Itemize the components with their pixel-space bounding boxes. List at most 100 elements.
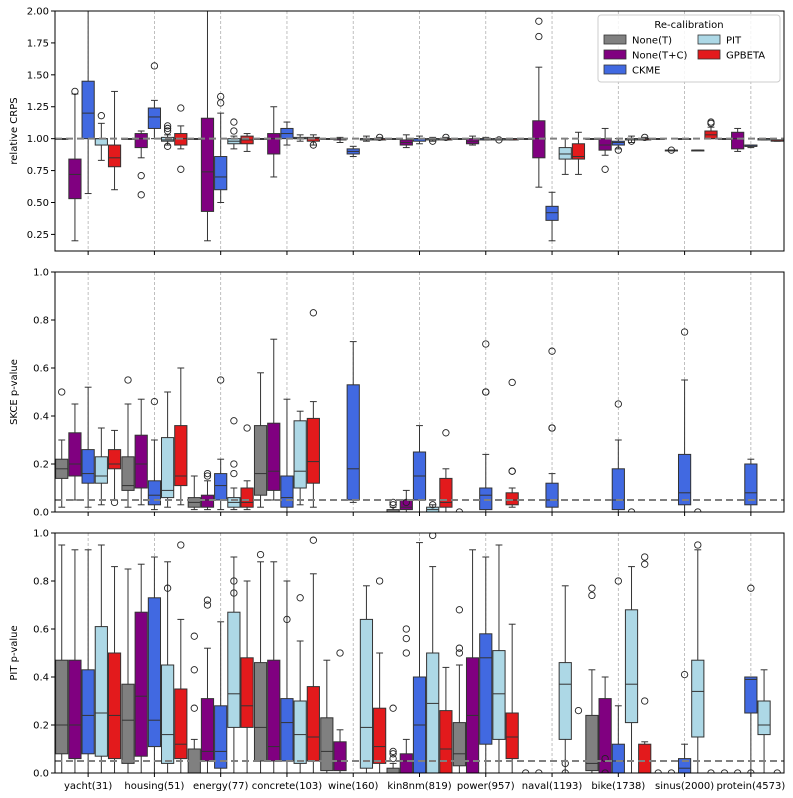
- y-tick-label: 1.75: [27, 38, 49, 49]
- box-housing51-GPBETA: [174, 541, 188, 773]
- outlier-point: [389, 704, 397, 712]
- y-tick-label: 0.0: [33, 508, 49, 519]
- legend-item-ckme: CKME: [603, 64, 661, 77]
- box-naval1193-GPBETA: [571, 131, 586, 175]
- outlier-point: [482, 388, 490, 396]
- outlier-point: [389, 747, 397, 756]
- outlier-point: [163, 142, 172, 150]
- box-body: [200, 698, 215, 762]
- y-axis-label: relative CRPS: [9, 97, 20, 164]
- box-concrete103-NoneT: [253, 372, 268, 508]
- box-body: [161, 437, 175, 499]
- box-power957-PIT: [492, 544, 506, 773]
- box-concrete103-GPBETA: [306, 536, 320, 773]
- box-body: [107, 652, 122, 760]
- box-body: [200, 117, 215, 212]
- y-tick-label: 0.50: [27, 198, 49, 209]
- box-housing51-GPBETA: [174, 367, 188, 506]
- plot-area: [55, 11, 784, 242]
- box-protein4573-CKME: [744, 584, 758, 773]
- x-tick-label: yacht(31): [64, 781, 112, 792]
- box-yacht31-CKME: [81, 11, 95, 195]
- box-body: [757, 700, 771, 736]
- legend-label: None(T+C): [632, 51, 687, 62]
- outlier-point: [190, 632, 198, 640]
- outlier-point: [217, 92, 225, 101]
- y-tick-label: 0.6: [33, 364, 49, 375]
- outlier-point: [150, 62, 159, 70]
- box-wine160-CKME: [346, 341, 360, 503]
- box-concrete103-PIT: [293, 410, 307, 506]
- box-body: [240, 657, 254, 728]
- box-power957-NoneTC: [465, 549, 480, 773]
- box-energy77-GPBETA: [240, 424, 254, 511]
- box-body: [399, 753, 413, 773]
- box-yacht31-CKME: [81, 549, 95, 773]
- outlier-point: [429, 501, 437, 509]
- outlier-point: [230, 589, 238, 597]
- box-concrete103-CKME: [280, 121, 294, 146]
- box-body: [426, 652, 440, 773]
- box-concrete103-NoneTC: [267, 106, 281, 178]
- legend-label: None(T): [632, 36, 672, 47]
- box-body: [386, 509, 400, 512]
- box-housing51-PIT: [161, 391, 175, 508]
- outlier-point: [177, 104, 185, 112]
- box-bike1738-GPBETA: [638, 553, 652, 773]
- y-tick-label: 2.00: [27, 7, 49, 18]
- box-yacht31-NoneTC: [68, 403, 82, 501]
- box-body: [386, 767, 400, 773]
- box-body: [346, 384, 360, 501]
- box-housing51-NoneTC: [134, 398, 148, 506]
- outlier-point: [588, 591, 596, 600]
- box-body: [624, 609, 639, 724]
- box-kin8nm819-NoneTC: [399, 625, 413, 773]
- outlier-point: [614, 400, 622, 408]
- box-housing51-NoneT: [121, 568, 135, 773]
- box-kin8nm819-CKME: [412, 542, 427, 773]
- legend-item-nonetc: None(T+C): [603, 49, 687, 62]
- box-naval1193-CKME: [545, 347, 559, 512]
- box-protein4573-NoneTC: [731, 127, 745, 152]
- outlier-point: [336, 649, 344, 657]
- box-body: [545, 205, 559, 221]
- box-body: [359, 618, 374, 769]
- box-body: [174, 425, 188, 487]
- outlier-point: [667, 146, 676, 154]
- outlier-point: [163, 124, 172, 133]
- box-body: [267, 659, 281, 762]
- box-body: [147, 480, 162, 506]
- box-bike1738-NoneTC: [598, 127, 612, 173]
- outlier-point: [137, 172, 145, 180]
- box-body: [107, 144, 122, 168]
- outlier-point: [402, 649, 410, 657]
- outlier-point: [163, 127, 172, 135]
- box-yacht31-PIT: [94, 427, 108, 506]
- legend-label: PIT: [726, 36, 742, 47]
- box-body: [571, 143, 586, 160]
- box-wine160-GPBETA: [373, 577, 387, 773]
- box-naval1193-PIT: [558, 138, 572, 175]
- outlier-point: [203, 596, 212, 604]
- box-concrete103-NoneTC: [267, 561, 281, 773]
- legend-label: GPBETA: [726, 51, 765, 62]
- outlier-point: [548, 347, 556, 355]
- outlier-point: [150, 397, 159, 406]
- outlier-point: [256, 550, 265, 559]
- outlier-point: [429, 533, 437, 540]
- box-sinus2000-NoneTC: [664, 146, 678, 154]
- box-yacht31-NoneT: [55, 544, 69, 773]
- y-tick-label: 0.25: [27, 230, 49, 241]
- box-power957-CKME: [479, 340, 493, 512]
- box-kin8nm819-PIT: [426, 501, 440, 512]
- box-sinus2000-CKME: [677, 328, 692, 512]
- box-naval1193-PIT: [558, 585, 572, 773]
- box-energy77-NoneT: [187, 475, 201, 511]
- outlier-point: [230, 118, 238, 126]
- box-sinus2000-PIT: [691, 541, 705, 773]
- outlier-point: [389, 501, 397, 509]
- outlier-point: [680, 328, 689, 336]
- outlier-point: [203, 469, 212, 478]
- outlier-point: [588, 584, 596, 592]
- box-concrete103-CKME: [280, 398, 294, 512]
